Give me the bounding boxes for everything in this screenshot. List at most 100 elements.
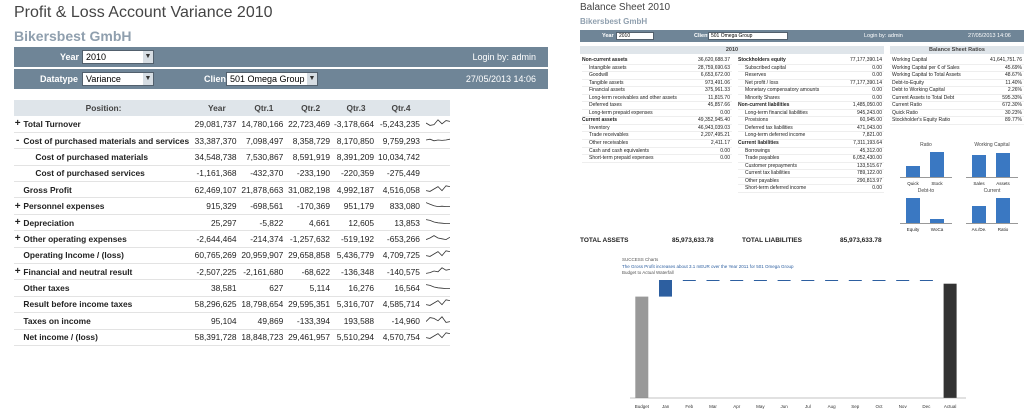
item-value: 60,945.00 bbox=[859, 117, 882, 124]
item-label: Monetary compensatory amounts bbox=[745, 87, 820, 94]
sparkline-cell bbox=[423, 181, 451, 199]
bs-title: Balance Sheet 2010 bbox=[580, 2, 671, 13]
datatype-select[interactable]: Variance ▼ bbox=[82, 72, 154, 86]
row-label: Result before income taxes bbox=[21, 296, 194, 314]
row-value: -2,507,225 bbox=[193, 263, 241, 281]
row-label: Other operating expenses bbox=[21, 230, 194, 248]
row-value: 29,461,957 bbox=[287, 329, 334, 346]
sparkline-line bbox=[425, 202, 450, 208]
row-value: 12,605 bbox=[333, 214, 379, 232]
sparkline-cell bbox=[423, 165, 450, 183]
item-label: Customer prepayments bbox=[745, 162, 797, 169]
expand-spacer bbox=[14, 279, 22, 297]
sparkline-line bbox=[425, 284, 450, 290]
item-value: 48.67% bbox=[1005, 72, 1022, 79]
bs-year-select[interactable]: 2010 bbox=[616, 32, 654, 40]
col-qtr3: Qtr.3 bbox=[333, 100, 379, 116]
table-row: + Depreciation 25,297 -5,822 4,661 12,605 13,8… bbox=[14, 214, 450, 232]
filter-bar-datatype: Datatype Variance ▼ Client 501 Omega Gro… bbox=[14, 69, 548, 89]
list-item: Long-term receivables and other assets 11… bbox=[582, 95, 732, 103]
item-value: 2,207,495.21 bbox=[700, 132, 730, 139]
list-item: Short-term deferred income 0.00 bbox=[738, 185, 884, 193]
year-select[interactable]: 2010 ▼ bbox=[82, 50, 154, 64]
item-label: Working Capital per € of Sales bbox=[892, 64, 960, 71]
list-item: Debt to Working Capital 2.26% bbox=[890, 87, 1024, 95]
expand-toggle[interactable]: + bbox=[14, 116, 22, 133]
waterfall-tick-label: Feb bbox=[685, 404, 693, 409]
list-item: Goodwill 6,653,672.00 bbox=[582, 72, 732, 80]
expand-spacer bbox=[14, 165, 22, 183]
item-label: Net profit / loss bbox=[745, 79, 779, 86]
mini-chart-title: Debt-to bbox=[917, 188, 935, 194]
chevron-down-icon[interactable]: ▼ bbox=[143, 51, 153, 63]
client-select[interactable]: 501 Omega Group ▼ bbox=[226, 72, 318, 86]
row-value: -233,190 bbox=[287, 165, 334, 183]
sparkline-cell bbox=[423, 197, 450, 215]
row-value: 20,959,907 bbox=[240, 247, 288, 265]
sparkline-line bbox=[425, 138, 451, 141]
item-value: 30.23% bbox=[1005, 109, 1022, 116]
login-info: Login by: admin bbox=[472, 52, 536, 62]
row-value: 8,170,850 bbox=[333, 132, 379, 150]
item-value: 595.33% bbox=[1002, 94, 1022, 101]
table-row: Cost of purchased materials 34,548,738 7,5… bbox=[14, 148, 450, 166]
bs-client-select[interactable]: 501 Omega Group bbox=[708, 32, 788, 40]
item-value: 2.26% bbox=[1007, 87, 1022, 94]
row-value: -5,822 bbox=[240, 214, 288, 232]
list-item: Stockholders equity 77,177,390.14 bbox=[738, 57, 884, 65]
expand-toggle[interactable]: + bbox=[14, 197, 22, 215]
table-row: - Cost of purchased materials and service… bbox=[14, 132, 451, 150]
row-value: 627 bbox=[240, 279, 288, 297]
item-value: 89.77% bbox=[1005, 117, 1022, 124]
mini-chart-label: Equity bbox=[906, 227, 920, 232]
item-value: 0.00 bbox=[720, 155, 730, 162]
item-label: Minority Shares bbox=[745, 94, 780, 101]
list-item: Trade payables 6,052,430.00 bbox=[738, 155, 884, 163]
expand-toggle[interactable]: + bbox=[14, 214, 22, 232]
mini-ratio-chart: Debt-to Equity WoCa bbox=[896, 188, 956, 232]
mini-chart-axis bbox=[966, 223, 1018, 224]
row-value: 5,510,294 bbox=[333, 329, 379, 346]
item-value: 2,411.17 bbox=[710, 140, 730, 147]
item-label: Debt to Working Capital bbox=[892, 87, 945, 94]
chevron-down-icon[interactable]: ▼ bbox=[143, 73, 153, 85]
row-value: 5,114 bbox=[287, 279, 334, 297]
row-value: 5,436,779 bbox=[333, 247, 379, 265]
sparkline-cell bbox=[423, 148, 450, 166]
expand-toggle[interactable]: - bbox=[14, 132, 22, 150]
item-value: 973,491.06 bbox=[704, 79, 730, 86]
bs-client-value: 501 Omega Group bbox=[711, 33, 753, 39]
row-value: 13,853 bbox=[378, 214, 424, 232]
col-spark bbox=[423, 100, 450, 116]
sparkline-cell bbox=[423, 132, 451, 150]
item-label: Long-term prepaid expenses bbox=[589, 109, 653, 116]
item-label: Quick Ratio bbox=[892, 109, 918, 116]
row-label: Other taxes bbox=[21, 279, 194, 297]
item-value: 49,352,945.40 bbox=[698, 117, 730, 124]
expand-toggle[interactable]: + bbox=[14, 263, 22, 281]
expand-toggle[interactable]: + bbox=[14, 230, 22, 248]
mini-chart-bar bbox=[972, 155, 986, 178]
table-row: Other taxes 38,581 627 5,114 16,276 16,564 bbox=[14, 279, 450, 297]
filter-bar-year: Year 2010 ▼ Login by: admin bbox=[14, 47, 548, 67]
table-row: Gross Profit 62,469,107 21,878,663 31,082,1… bbox=[14, 181, 451, 199]
sparkline-line bbox=[425, 250, 451, 258]
row-value: -170,369 bbox=[287, 197, 334, 215]
list-item: Other receivables 2,411.17 bbox=[582, 140, 732, 148]
company-name: Bikersbest GmbH bbox=[14, 28, 132, 44]
mini-chart-label: Assets bbox=[996, 181, 1010, 186]
chevron-down-icon[interactable]: ▼ bbox=[307, 73, 317, 85]
list-item: Non-current liabilities 1,485,050.00 bbox=[738, 102, 884, 110]
expand-spacer bbox=[14, 312, 22, 330]
col-year: Year bbox=[193, 100, 241, 116]
mini-chart-label: WoCa bbox=[930, 227, 944, 232]
item-value: 7,821.00 bbox=[862, 132, 882, 139]
waterfall-bar bbox=[777, 280, 791, 281]
list-item: Stockholder's Equity Ratio 89.77% bbox=[890, 117, 1024, 125]
item-label: Stockholder's Equity Ratio bbox=[892, 117, 951, 124]
sparkline-cell bbox=[423, 214, 450, 232]
balance-sheet: Balance Sheet 2010 Bikersbest GmbH Year … bbox=[578, 0, 1024, 250]
list-item: Current assets 49,352,945.40 bbox=[582, 117, 732, 125]
list-item: Deferred taxes 45,857.66 bbox=[582, 102, 732, 110]
sparkline bbox=[425, 119, 451, 126]
